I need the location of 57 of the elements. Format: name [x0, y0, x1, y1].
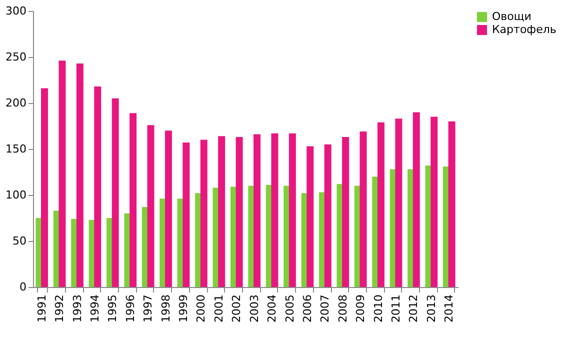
bar: [200, 140, 208, 287]
y-tick-label: 50: [12, 234, 26, 248]
y-tick-label: 250: [6, 50, 26, 64]
x-tick-label: 2002: [230, 294, 244, 322]
bar: [218, 136, 226, 287]
x-tick-label: 1996: [124, 294, 137, 322]
legend-label: Картофель: [492, 23, 556, 36]
bar: [147, 125, 154, 287]
bar: [58, 60, 66, 287]
x-tick-label: 1998: [159, 294, 172, 322]
bar: [236, 137, 243, 287]
x-tick-label: 2014: [442, 294, 456, 322]
bar: [112, 98, 119, 287]
bar: [288, 133, 296, 287]
bar: [395, 118, 402, 287]
bar: [342, 137, 350, 287]
x-tick-label: 2001: [212, 294, 226, 322]
bar: [182, 142, 190, 287]
legend-label: Овощи: [492, 10, 532, 23]
bar: [448, 121, 456, 287]
bar: [377, 122, 384, 287]
bar: [430, 116, 438, 287]
x-tick-label: 1993: [70, 294, 84, 322]
x-tick-label: 1995: [106, 294, 120, 322]
bar: [306, 146, 314, 287]
bar: [324, 144, 332, 287]
bar: [164, 130, 172, 287]
y-tick-label: 300: [6, 4, 26, 18]
x-tick-label: 2004: [266, 294, 279, 322]
bar: [271, 133, 278, 287]
x-tick-label: 2003: [248, 294, 261, 322]
x-tick-label: 2006: [300, 294, 314, 322]
x-tick-label: 1997: [142, 294, 155, 322]
x-tick-label: 1994: [88, 294, 102, 322]
x-tick-label: 1999: [177, 294, 190, 322]
y-tick-label: 150: [6, 142, 26, 156]
bar: [130, 113, 137, 287]
x-tick-label: 2013: [424, 294, 438, 322]
x-tick-label: 2009: [354, 294, 368, 322]
y-tick-label: 200: [6, 96, 26, 110]
bar: [41, 88, 48, 287]
x-tick-label: 2010: [372, 294, 385, 322]
y-tick-label: 100: [6, 188, 26, 202]
x-tick-label: 2005: [283, 294, 296, 322]
bar: [254, 134, 261, 287]
bar: [94, 86, 102, 287]
x-tick-label: 1992: [53, 294, 66, 322]
x-tick-label: 2011: [390, 294, 403, 322]
bar: [412, 112, 420, 287]
x-tick-label: 2008: [336, 294, 350, 322]
y-tick-label: 0: [20, 280, 26, 294]
x-tick-label: 1991: [35, 294, 48, 322]
x-tick-label: 2012: [407, 294, 420, 322]
bar: [360, 132, 367, 287]
bar: [76, 63, 84, 287]
x-tick-label: 2007: [318, 294, 332, 322]
x-tick-label: 2000: [194, 294, 208, 322]
